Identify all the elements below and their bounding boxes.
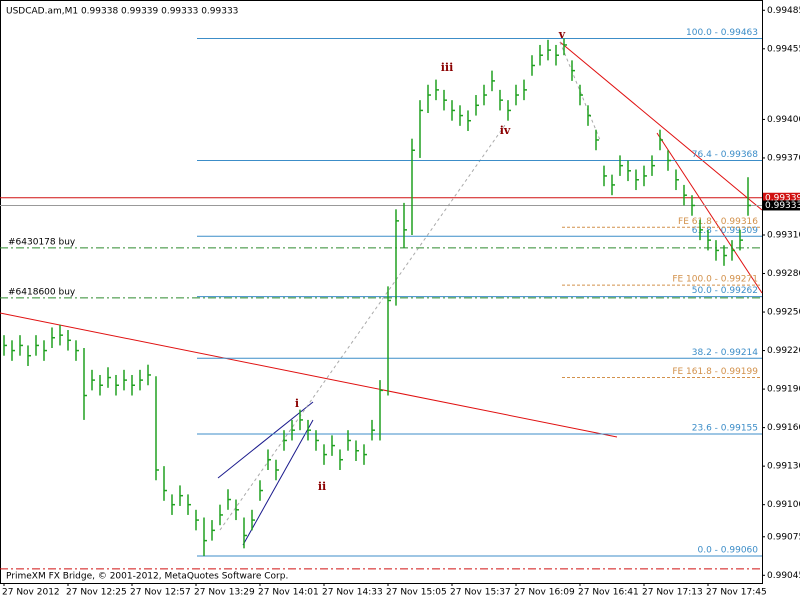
x-tick-label: 27 Nov 12:25 [66, 588, 127, 598]
fib-levels-label: 0.0 - 0.99060 [698, 546, 759, 556]
trend-line [559, 41, 763, 211]
x-tick-label: 27 Nov 2012 [2, 588, 60, 598]
drawings [0, 41, 763, 546]
projection-line [219, 124, 506, 531]
price-box [763, 200, 800, 211]
wave-label: i [295, 397, 299, 410]
wave-label: iii [441, 61, 454, 74]
plot-frame [0, 0, 763, 584]
x-tick-label: 27 Nov 14:01 [258, 588, 319, 598]
fe-levels-label: FE 61.8 - 0.99316 [678, 217, 758, 227]
order-lines-label: #6418600 buy [8, 287, 76, 297]
channel-line [217, 401, 314, 479]
wave-label: v [558, 28, 566, 41]
fib-levels-label: 100.0 - 0.99463 [686, 28, 758, 38]
x-tick-label: 27 Nov 14:33 [322, 588, 383, 598]
y-tick-label: 0.99485 [767, 6, 800, 16]
price-label: 0.99339 [765, 193, 800, 203]
order-lines-label: #6430178 buy [8, 237, 76, 247]
fib-levels-label: 50.0 - 0.99262 [692, 286, 758, 296]
price-label: 0.99333 [765, 201, 800, 211]
channel-line [242, 419, 314, 546]
trend-line [656, 132, 763, 294]
y-tick-label: 0.99045 [767, 571, 800, 581]
fib-levels-label: 61.8 - 0.99309 [692, 226, 758, 236]
x-tick-label: 27 Nov 16:09 [514, 588, 575, 598]
x-tick-label: 27 Nov 15:37 [450, 588, 511, 598]
x-tick-label: 27 Nov 17:13 [642, 588, 703, 598]
wave-label: iv [500, 124, 511, 137]
trend-line [0, 312, 618, 438]
price-box [763, 192, 800, 203]
chart-title: USDCAD.am,M1 0.99338 0.99339 0.99333 0.9… [6, 7, 238, 17]
x-tick-label: 27 Nov 13:29 [194, 588, 255, 598]
x-tick-label: 27 Nov 15:05 [386, 588, 447, 598]
fib-levels-label: 38.2 - 0.99214 [692, 348, 758, 358]
fib-levels-label: 23.6 - 0.99155 [692, 424, 758, 434]
fe-levels-label: FE 100.0 - 0.99271 [672, 275, 758, 285]
wave-label: ii [318, 480, 326, 493]
fib-levels-label: 76.4 - 0.99368 [692, 150, 758, 160]
x-tick-label: 27 Nov 17:45 [706, 588, 767, 598]
y-tick-label: 0.99455 [767, 44, 800, 54]
x-tick-label: 27 Nov 16:41 [578, 588, 639, 598]
y-tick-label: 0.99075 [767, 532, 800, 542]
footer: PrimeXM FX Bridge, © 2001-2012, MetaQuot… [6, 572, 288, 582]
fe-levels-label: FE 161.8 - 0.99199 [672, 367, 758, 377]
x-tick-label: 27 Nov 12:57 [130, 588, 191, 598]
